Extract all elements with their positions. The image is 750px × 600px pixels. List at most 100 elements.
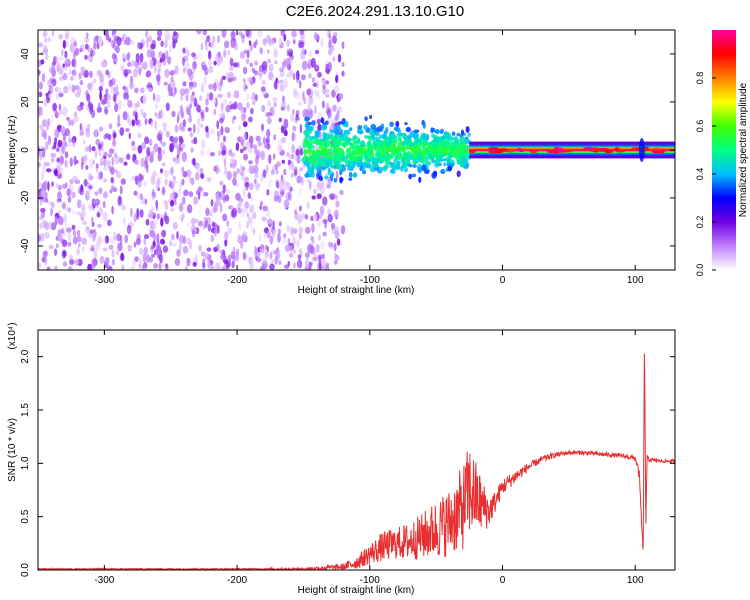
- spectrogram-cell: [284, 264, 290, 269]
- spectrogram-cell: [179, 234, 184, 244]
- spectrogram-cell: [259, 47, 263, 55]
- spectrogram-cell: [431, 127, 436, 132]
- spectrogram-cell: [98, 85, 104, 92]
- spectrogram-cell: [120, 65, 125, 72]
- spectrogram-cell: [320, 38, 324, 48]
- spectrogram-cell: [143, 234, 150, 240]
- spectrogram-cell: [283, 199, 290, 208]
- spectrogram-cell: [192, 257, 198, 263]
- spectrogram-cell: [257, 69, 263, 77]
- spectrogram-cell: [53, 109, 59, 116]
- spectrogram-cell: [337, 106, 343, 113]
- spectrogram-cell: [82, 139, 86, 145]
- spectrogram-cell: [288, 48, 293, 57]
- spectrogram-cell: [39, 199, 43, 206]
- spectrogram-cell: [277, 79, 280, 85]
- x-tick-label: -200: [227, 275, 247, 286]
- spectrogram-cell: [77, 86, 82, 96]
- spectrogram-cell: [243, 82, 247, 92]
- spectrogram-cell: [438, 147, 443, 152]
- spectrogram-cell: [421, 164, 427, 172]
- spectrogram-cell: [243, 66, 248, 75]
- spectrogram-cell: [397, 137, 402, 142]
- spectrogram-cell: [246, 102, 250, 109]
- spectrogram-cell: [182, 47, 186, 54]
- spectrogram-cell: [337, 121, 343, 125]
- spectrogram-cell: [220, 254, 225, 260]
- spectrogram-cell: [270, 169, 275, 176]
- spectrogram-cell: [162, 122, 168, 127]
- spectrogram-cell: [272, 229, 276, 240]
- spectrogram-cell: [328, 160, 332, 168]
- spectrogram-cell: [356, 150, 362, 155]
- spectrogram-cell: [41, 171, 44, 181]
- spectrogram-cell: [170, 233, 175, 241]
- spectrogram-cell: [210, 199, 214, 207]
- spectrogram-cell: [185, 94, 189, 102]
- spectrogram-cell: [84, 178, 88, 187]
- spectrogram-cell: [451, 131, 456, 136]
- spectrogram-cell: [110, 177, 114, 184]
- spectrogram-cell: [164, 178, 168, 186]
- spectrogram-cell: [205, 106, 209, 113]
- spectrogram-cell: [213, 60, 217, 66]
- spectrogram-cell: [280, 30, 285, 37]
- spectrogram-cell: [316, 166, 323, 171]
- spectrogram-cell: [255, 155, 259, 165]
- spectrogram-cell: [81, 156, 85, 166]
- spectrogram-cell: [39, 222, 43, 230]
- spectrogram-cell: [103, 151, 108, 156]
- spectrogram-cell: [38, 162, 41, 168]
- spectrogram-cell: [246, 212, 250, 218]
- spectrogram-cell: [93, 199, 97, 205]
- snr-frame: [37, 329, 676, 571]
- spectrogram-cell: [254, 94, 258, 102]
- spectrogram-cell: [315, 80, 320, 89]
- spectrogram-cell: [143, 237, 147, 246]
- spectrogram-cell: [275, 169, 279, 175]
- spectrogram-cell: [178, 215, 183, 220]
- spectrogram-cell: [213, 165, 217, 172]
- spectrogram-cell: [181, 166, 185, 174]
- spectrogram-cell: [155, 181, 160, 191]
- spectrogram-cell: [178, 243, 182, 252]
- spectrogram-cell: [369, 114, 373, 120]
- spectrogram-cell: [267, 179, 273, 189]
- spectrogram-cell: [254, 145, 258, 154]
- spectrogram-cell: [431, 133, 436, 138]
- colorbar-tick-label: 0.0: [695, 264, 705, 277]
- spectrogram-cell: [332, 31, 338, 38]
- spectrogram-cell: [196, 117, 201, 127]
- spectrogram-cell: [38, 106, 43, 116]
- spectrogram-cell: [158, 51, 163, 59]
- spectrogram-cell: [151, 253, 155, 258]
- spectrogram-cell: [179, 95, 184, 101]
- spectrogram-cell: [156, 213, 160, 220]
- spectrogram-cell: [396, 133, 403, 137]
- spectrogram-cell: [230, 157, 234, 165]
- spectrogram-cell: [58, 103, 62, 111]
- spectrogram-cell: [50, 115, 54, 123]
- spectrogram-cell: [389, 121, 394, 128]
- spectrogram-cell: [108, 148, 115, 154]
- spectrogram-cell: [391, 168, 396, 174]
- spectrogram-cell: [164, 215, 170, 225]
- spectrogram-cell: [105, 69, 110, 76]
- spectrogram-cell: [111, 39, 116, 49]
- spectrogram-cell: [465, 136, 469, 140]
- spectrogram-cell: [124, 234, 129, 244]
- spectrogram-cell: [186, 237, 192, 245]
- spectrogram-cell: [291, 132, 296, 142]
- spectrogram-cell: [163, 81, 168, 86]
- spectrogram-cell: [71, 138, 76, 148]
- spectrogram-cell: [442, 140, 448, 146]
- snr-panel: -300 -200 -100 0 100 0.0 0.5 1.0 1.5 2.0 Height …: [7, 322, 676, 596]
- spectrogram-cell: [320, 117, 325, 124]
- spectrogram-cell: [138, 263, 143, 270]
- spectrogram-cell: [166, 33, 172, 38]
- spectrogram-cell: [97, 223, 102, 229]
- spectrogram-cell: [248, 40, 252, 46]
- spectrogram-cell: [280, 190, 285, 196]
- spectrogram-cell: [288, 252, 294, 258]
- spectrogram-cell: [93, 78, 97, 83]
